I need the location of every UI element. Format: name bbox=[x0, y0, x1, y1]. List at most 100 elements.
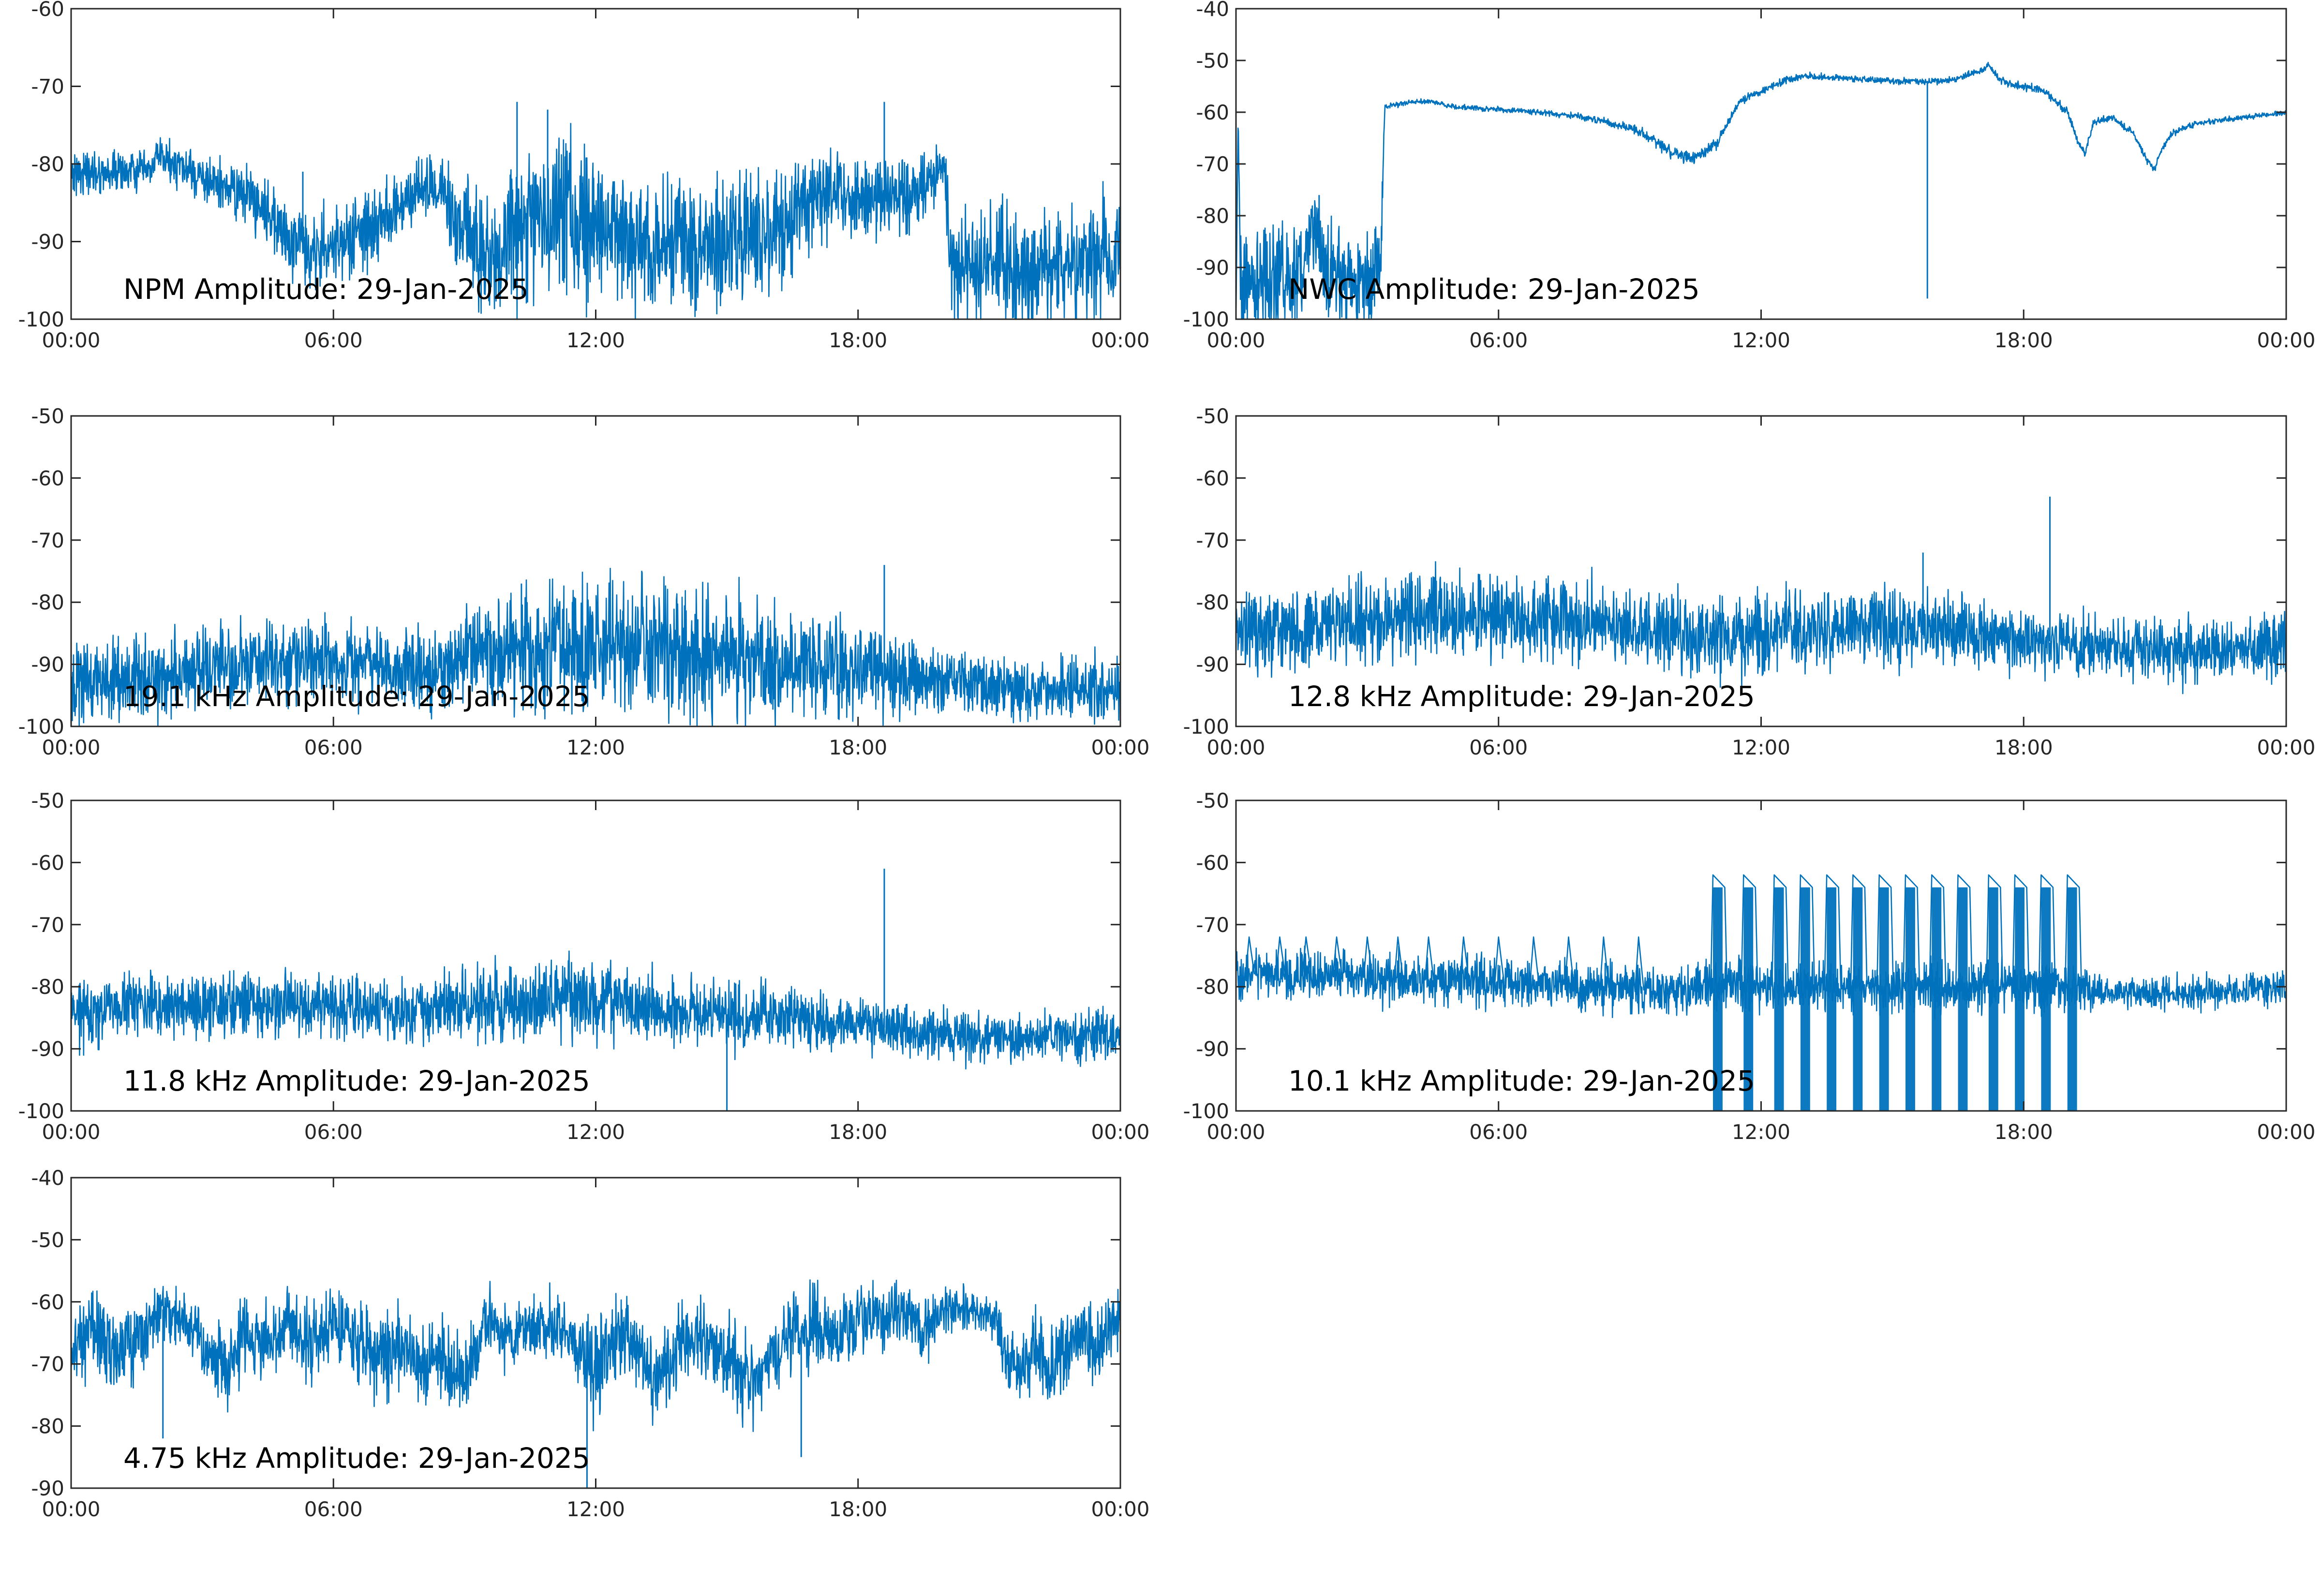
panel-title-khz-10-1: 10.1 kHz Amplitude: 29-Jan-2025 bbox=[1288, 1064, 1755, 1097]
burst-edge-khz-10-1-8 bbox=[1929, 874, 1947, 987]
burst-block-khz-10-1-9 bbox=[1958, 887, 1968, 1111]
plot-area-khz-19-1 bbox=[71, 565, 1120, 726]
burst-edge-khz-10-1-3 bbox=[1798, 874, 1816, 987]
burst-edge-khz-10-1-0 bbox=[1710, 874, 1728, 987]
burst-khz-10-1-1 bbox=[1275, 936, 1286, 975]
burst-khz-10-1-8 bbox=[1494, 936, 1504, 981]
x-tick-label-khz-10-1-1: 06:00 bbox=[1469, 1120, 1528, 1144]
series-line-khz-12-8 bbox=[1236, 561, 2286, 695]
x-tick-label-khz-19-1-0: 00:00 bbox=[42, 736, 100, 759]
y-tick-label-khz-4-75-5: -40 bbox=[31, 1166, 64, 1190]
burst-block-khz-10-1-6 bbox=[1879, 887, 1889, 1111]
burst-edge-khz-10-1-9 bbox=[1955, 874, 1973, 987]
burst-edge-khz-10-1-11 bbox=[2012, 874, 2030, 987]
y-tick-label-khz-11-8-2: -80 bbox=[31, 975, 64, 999]
burst-khz-10-1-6 bbox=[1424, 936, 1435, 981]
x-tick-label-npm-1: 06:00 bbox=[304, 328, 363, 352]
x-tick-label-khz-10-1-3: 18:00 bbox=[1995, 1120, 2053, 1144]
series-line-khz-19-1 bbox=[71, 568, 1120, 726]
y-tick-label-khz-19-1-0: -100 bbox=[18, 715, 64, 739]
burst-edge-khz-10-1-10 bbox=[1986, 874, 2004, 987]
y-tick-label-nwc-1: -90 bbox=[1196, 256, 1229, 280]
y-tick-label-khz-4-75-2: -70 bbox=[31, 1352, 64, 1376]
y-tick-label-khz-19-1-5: -50 bbox=[31, 404, 64, 428]
series-line-khz-4-75 bbox=[71, 1279, 1120, 1432]
panel-title-khz-19-1: 19.1 kHz Amplitude: 29-Jan-2025 bbox=[123, 680, 590, 713]
panel-khz-10-1: 00:00 06:00 12:00 18:00 00:00-100-90-80-70-6… bbox=[1183, 789, 2316, 1144]
plot-area-khz-11-8 bbox=[71, 869, 1120, 1111]
x-tick-label-khz-4-75-4: 00:00 bbox=[1091, 1497, 1149, 1521]
panel-npm: 00:00 06:00 12:00 18:00 00:00-100-90-80-70-6… bbox=[18, 0, 1150, 352]
panel-nwc: 00:00 06:00 12:00 18:00 00:00-100-90-80-70-6… bbox=[1183, 0, 2316, 352]
y-tick-label-khz-11-8-0: -100 bbox=[18, 1099, 64, 1123]
burst-khz-10-1-5 bbox=[1394, 936, 1404, 980]
y-tick-label-nwc-2: -80 bbox=[1196, 204, 1229, 228]
x-tick-label-nwc-1: 06:00 bbox=[1469, 328, 1528, 352]
burst-edge-khz-10-1-4 bbox=[1824, 874, 1842, 987]
x-tick-label-npm-4: 00:00 bbox=[1091, 328, 1149, 352]
burst-khz-10-1-7 bbox=[1459, 936, 1470, 981]
burst-khz-10-1-3 bbox=[1332, 936, 1343, 975]
x-tick-label-khz-12-8-2: 12:00 bbox=[1732, 736, 1790, 759]
y-tick-label-khz-4-75-0: -90 bbox=[31, 1477, 64, 1500]
panel-khz-11-8: 00:00 06:00 12:00 18:00 00:00-100-90-80-70-6… bbox=[18, 789, 1150, 1144]
burst-block-khz-10-1-8 bbox=[1932, 887, 1942, 1111]
burst-block-khz-10-1-12 bbox=[2041, 887, 2051, 1111]
y-tick-label-khz-12-8-4: -60 bbox=[1196, 466, 1229, 490]
y-tick-label-khz-11-8-4: -60 bbox=[31, 851, 64, 874]
y-tick-label-npm-2: -80 bbox=[31, 152, 64, 176]
x-tick-label-khz-10-1-0: 00:00 bbox=[1206, 1120, 1265, 1144]
x-tick-label-npm-3: 18:00 bbox=[829, 328, 887, 352]
burst-edge-khz-10-1-13 bbox=[2064, 874, 2082, 987]
y-tick-label-khz-12-8-3: -70 bbox=[1196, 529, 1229, 552]
y-tick-label-nwc-6: -40 bbox=[1196, 0, 1229, 21]
burst-khz-10-1-2 bbox=[1302, 936, 1312, 975]
series-line-nwc bbox=[1236, 61, 2286, 319]
y-tick-label-npm-1: -90 bbox=[31, 230, 64, 254]
x-tick-label-khz-12-8-3: 18:00 bbox=[1995, 736, 2053, 759]
y-tick-label-npm-4: -60 bbox=[31, 0, 64, 21]
x-tick-label-khz-19-1-1: 06:00 bbox=[304, 736, 363, 759]
panel-title-khz-12-8: 12.8 kHz Amplitude: 29-Jan-2025 bbox=[1288, 680, 1755, 713]
y-tick-label-khz-11-8-1: -90 bbox=[31, 1037, 64, 1061]
burst-block-khz-10-1-3 bbox=[1800, 887, 1810, 1111]
y-tick-label-khz-4-75-3: -60 bbox=[31, 1290, 64, 1314]
y-tick-label-khz-10-1-5: -50 bbox=[1196, 789, 1229, 813]
burst-block-khz-10-1-11 bbox=[2015, 887, 2025, 1111]
panel-khz-12-8: 00:00 06:00 12:00 18:00 00:00-100-90-80-70-6… bbox=[1183, 404, 2316, 759]
panel-title-nwc: NWC Amplitude: 29-Jan-2025 bbox=[1288, 273, 1700, 306]
burst-khz-10-1-12 bbox=[1634, 936, 1645, 991]
x-tick-label-khz-4-75-3: 18:00 bbox=[829, 1497, 887, 1521]
burst-khz-10-1-9 bbox=[1529, 936, 1540, 983]
x-tick-label-nwc-3: 18:00 bbox=[1995, 328, 2053, 352]
y-tick-label-khz-12-8-2: -80 bbox=[1196, 591, 1229, 614]
y-tick-label-npm-3: -70 bbox=[31, 75, 64, 99]
y-tick-label-nwc-5: -50 bbox=[1196, 49, 1229, 73]
burst-khz-10-1-11 bbox=[1599, 936, 1610, 988]
burst-block-khz-10-1-13 bbox=[2067, 887, 2077, 1111]
series-line-npm bbox=[71, 123, 1120, 319]
x-tick-label-khz-12-8-0: 00:00 bbox=[1206, 736, 1265, 759]
panel-khz-19-1: 00:00 06:00 12:00 18:00 00:00-100-90-80-70-6… bbox=[18, 404, 1150, 759]
burst-edge-khz-10-1-7 bbox=[1903, 874, 1920, 987]
x-tick-label-khz-10-1-2: 12:00 bbox=[1732, 1120, 1790, 1144]
x-tick-label-khz-11-8-2: 12:00 bbox=[566, 1120, 625, 1144]
y-tick-label-nwc-4: -60 bbox=[1196, 101, 1229, 124]
y-tick-label-khz-10-1-2: -80 bbox=[1196, 975, 1229, 999]
burst-edge-khz-10-1-2 bbox=[1771, 874, 1789, 987]
plot-area-khz-10-1 bbox=[1236, 874, 2286, 1111]
plot-area-npm bbox=[71, 102, 1120, 319]
series-line-khz-10-1 bbox=[1236, 945, 2286, 1020]
x-tick-label-khz-4-75-1: 06:00 bbox=[304, 1497, 363, 1521]
burst-block-khz-10-1-5 bbox=[1853, 887, 1863, 1111]
y-tick-label-khz-4-75-1: -80 bbox=[31, 1415, 64, 1438]
burst-block-khz-10-1-7 bbox=[1905, 887, 1915, 1111]
y-tick-label-khz-4-75-4: -50 bbox=[31, 1228, 64, 1252]
burst-khz-10-1-10 bbox=[1564, 936, 1575, 986]
x-tick-label-khz-10-1-4: 00:00 bbox=[2257, 1120, 2315, 1144]
y-tick-label-khz-11-8-3: -70 bbox=[31, 913, 64, 937]
y-tick-label-npm-0: -100 bbox=[18, 308, 64, 331]
panel-title-npm: NPM Amplitude: 29-Jan-2025 bbox=[123, 273, 529, 306]
burst-block-khz-10-1-4 bbox=[1827, 887, 1837, 1111]
y-tick-label-khz-10-1-4: -60 bbox=[1196, 851, 1229, 874]
